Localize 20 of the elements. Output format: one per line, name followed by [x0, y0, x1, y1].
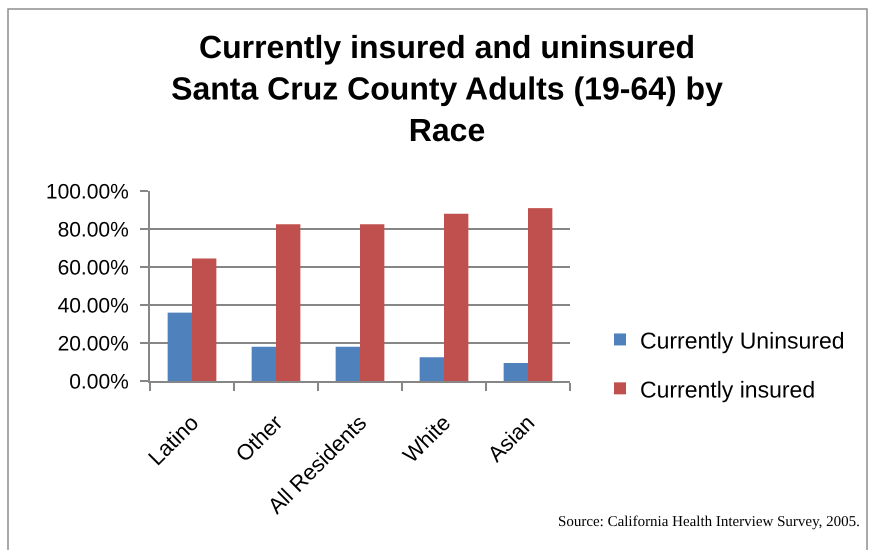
bar — [276, 224, 300, 381]
bar — [504, 362, 528, 381]
y-tick-label: 0.00% — [69, 370, 129, 394]
bar — [336, 346, 360, 381]
bar — [192, 258, 216, 381]
y-tick-label: 100.00% — [46, 180, 129, 204]
bar — [360, 224, 384, 381]
source-note: Source: California Health Interview Survey, 2005. — [558, 514, 860, 530]
y-tick-label: 60.00% — [58, 256, 129, 280]
y-tick-label: 80.00% — [58, 218, 129, 242]
bar — [420, 357, 444, 381]
bar — [444, 214, 468, 381]
y-tick-label: 20.00% — [58, 332, 129, 356]
y-tick-label: 40.00% — [58, 294, 129, 318]
legend-label: Currently insured — [640, 376, 816, 402]
bar — [528, 208, 552, 381]
bar — [168, 312, 192, 381]
legend-label: Currently Uninsured — [640, 327, 845, 354]
chart-title: Currently insured and uninsured Santa Cruz County Adults (19-64) by Race — [171, 28, 724, 148]
bar — [252, 346, 276, 381]
